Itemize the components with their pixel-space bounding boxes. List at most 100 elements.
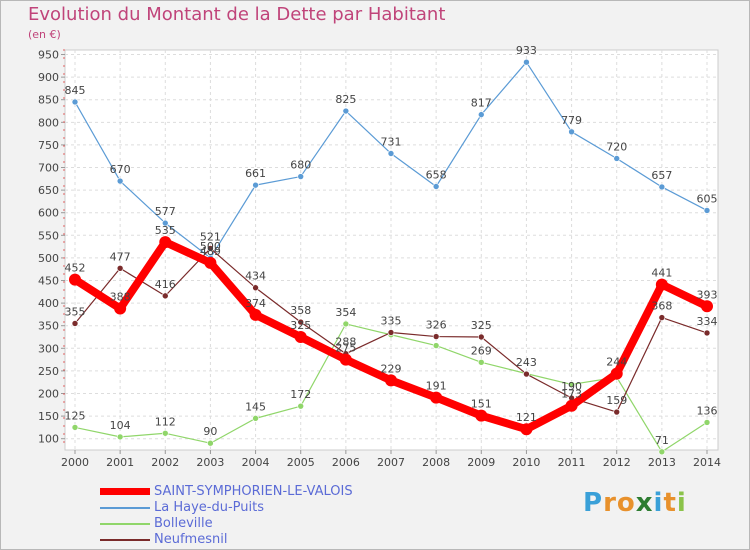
data-point xyxy=(204,256,217,269)
data-label: 145 xyxy=(245,400,266,413)
data-label: 121 xyxy=(516,411,537,424)
y-tick-label: 500 xyxy=(38,252,59,265)
y-tick-label: 550 xyxy=(38,229,59,242)
x-tick-label: 2006 xyxy=(332,456,360,469)
data-point xyxy=(475,409,488,422)
data-point xyxy=(658,183,666,191)
x-tick-label: 2007 xyxy=(377,456,405,469)
legend-label: Bolleville xyxy=(154,516,213,531)
data-point xyxy=(297,173,305,180)
y-tick-label: 850 xyxy=(38,94,59,107)
logo-letter: r xyxy=(603,488,617,518)
x-tick-label: 2004 xyxy=(242,456,270,469)
data-label: 112 xyxy=(155,415,176,428)
logo-letter: o xyxy=(616,488,636,518)
data-point xyxy=(161,292,169,300)
data-point xyxy=(339,353,352,366)
data-label: 229 xyxy=(381,362,402,375)
y-tick-label: 200 xyxy=(38,388,59,401)
y-tick-label: 700 xyxy=(38,162,59,175)
data-point xyxy=(342,320,350,328)
y-tick-label: 950 xyxy=(38,49,59,62)
legend-label: Neufmesnil xyxy=(154,532,228,547)
data-point xyxy=(71,98,79,106)
data-label: 658 xyxy=(426,168,447,181)
legend-label: SAINT-SYMPHORIEN-LE-VALOIS xyxy=(154,484,353,499)
data-point xyxy=(71,320,79,327)
y-tick-label: 600 xyxy=(38,207,59,220)
data-label: 441 xyxy=(651,267,672,280)
data-label: 577 xyxy=(155,205,176,218)
data-label: 670 xyxy=(110,163,131,176)
data-point xyxy=(387,150,395,157)
data-label: 452 xyxy=(65,262,86,275)
logo-letter: i xyxy=(676,488,687,518)
x-tick-label: 2008 xyxy=(422,456,450,469)
data-point xyxy=(655,278,668,291)
data-point xyxy=(252,415,259,422)
data-label: 368 xyxy=(651,300,672,313)
y-tick-label: 100 xyxy=(38,433,59,446)
data-label: 173 xyxy=(561,388,582,401)
data-point xyxy=(432,342,440,349)
x-tick-label: 2012 xyxy=(603,456,631,469)
y-tick-label: 800 xyxy=(38,116,59,129)
data-point xyxy=(658,448,666,456)
data-point xyxy=(430,391,443,404)
data-point xyxy=(520,423,533,436)
data-label: 731 xyxy=(381,136,402,149)
data-point xyxy=(207,245,214,252)
data-label: 151 xyxy=(471,398,492,411)
logo-letter: t xyxy=(663,488,677,518)
data-label: 388 xyxy=(110,291,131,304)
data-point xyxy=(71,424,79,431)
data-point xyxy=(477,333,485,341)
data-point xyxy=(294,331,307,344)
data-label: 325 xyxy=(290,319,311,332)
x-tick-label: 2005 xyxy=(287,456,315,469)
x-tick-label: 2014 xyxy=(693,456,721,469)
data-point xyxy=(432,333,440,340)
data-label: 136 xyxy=(697,404,718,417)
logo-letter: x xyxy=(635,488,654,518)
data-point xyxy=(658,314,666,321)
legend-swatch xyxy=(100,539,150,541)
y-tick-label: 150 xyxy=(38,410,59,423)
data-label: 326 xyxy=(426,319,447,332)
legend-label: La Haye-du-Puits xyxy=(154,500,264,515)
data-point xyxy=(385,374,397,387)
data-point xyxy=(477,359,485,366)
logo-letter: P xyxy=(583,488,604,518)
data-point xyxy=(114,302,127,315)
data-label: 125 xyxy=(65,409,86,422)
data-label: 275 xyxy=(335,342,356,355)
data-point xyxy=(161,219,169,227)
data-label: 354 xyxy=(335,306,356,319)
data-label: 521 xyxy=(200,230,221,243)
y-tick-label: 650 xyxy=(38,184,59,197)
x-tick-label: 2003 xyxy=(196,456,224,469)
data-point xyxy=(161,429,169,437)
data-point xyxy=(116,265,124,272)
x-tick-label: 2009 xyxy=(467,456,495,469)
data-point xyxy=(342,107,350,115)
y-tick-label: 900 xyxy=(38,71,59,84)
y-tick-label: 400 xyxy=(38,297,59,310)
data-label: 845 xyxy=(65,84,86,97)
chart-subtitle: (en €) xyxy=(28,28,61,41)
data-point xyxy=(116,177,124,185)
data-label: 817 xyxy=(471,97,492,110)
data-label: 680 xyxy=(290,159,311,172)
data-label: 477 xyxy=(110,250,131,263)
data-point xyxy=(116,433,124,441)
data-point xyxy=(432,183,440,190)
data-label: 191 xyxy=(426,380,447,393)
data-label: 535 xyxy=(155,224,176,237)
x-tick-label: 2013 xyxy=(648,456,676,469)
data-label: 434 xyxy=(245,270,266,283)
data-label: 489 xyxy=(200,245,221,258)
data-label: 172 xyxy=(290,388,311,401)
data-label: 605 xyxy=(697,192,718,205)
data-point xyxy=(613,408,621,416)
data-point xyxy=(610,367,623,380)
